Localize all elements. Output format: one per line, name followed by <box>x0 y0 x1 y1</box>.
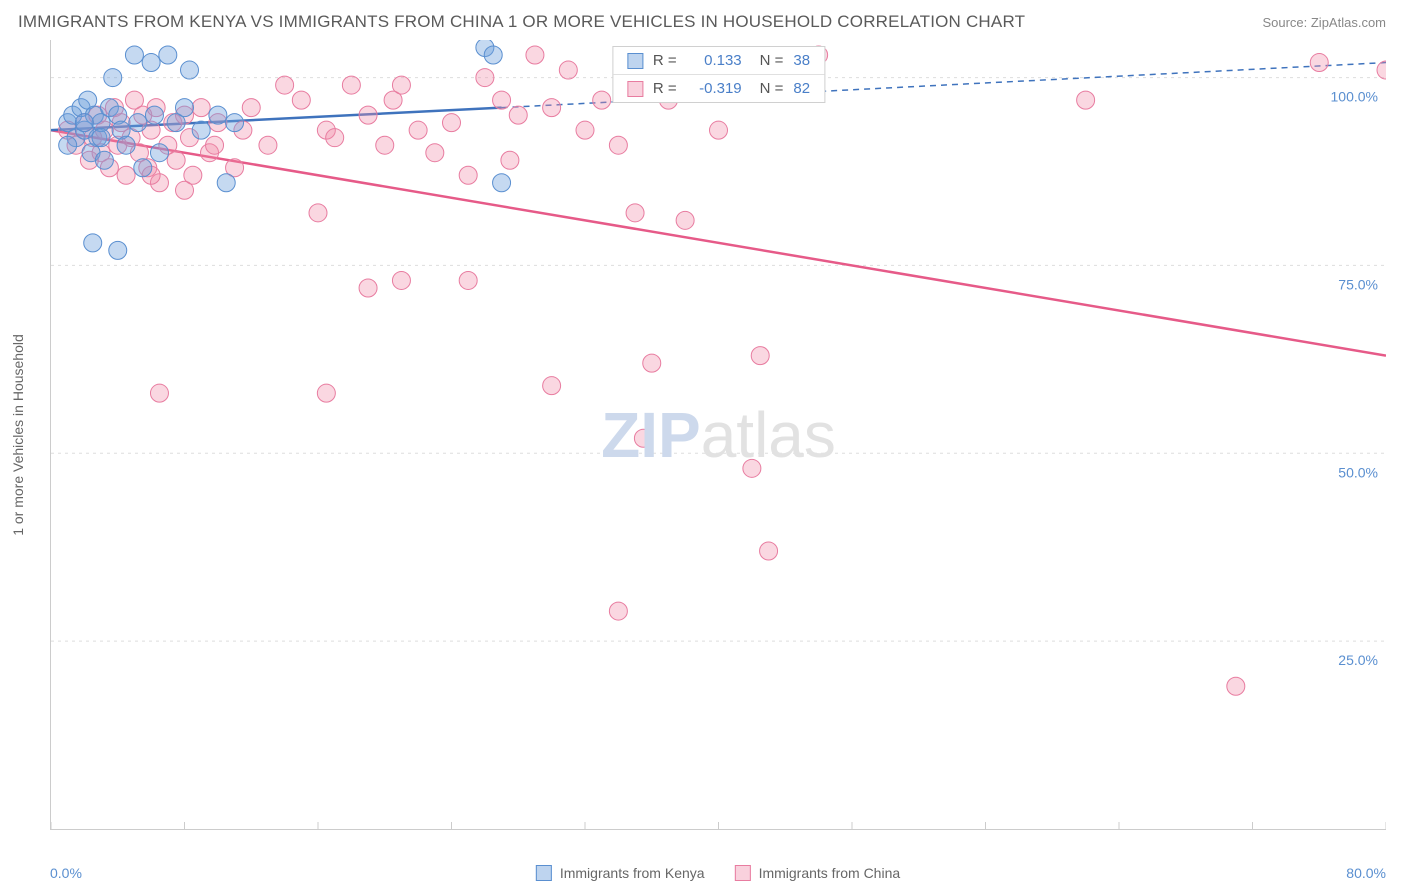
swatch-kenya-icon <box>536 865 552 881</box>
n-label: N = <box>760 80 784 97</box>
x-axis-min: 0.0% <box>50 865 82 881</box>
r-label: R = <box>653 52 677 69</box>
n-label: N = <box>760 52 784 69</box>
correlation-row-china: R = -0.319 N = 82 <box>613 75 824 102</box>
svg-text:50.0%: 50.0% <box>1338 464 1378 480</box>
series-legend: Immigrants from Kenya Immigrants from Ch… <box>536 865 900 881</box>
swatch-china-icon <box>627 81 643 97</box>
legend-item-china: Immigrants from China <box>735 865 901 881</box>
correlation-row-kenya: R = 0.133 N = 38 <box>613 47 824 75</box>
y-axis-label: 1 or more Vehicles in Household <box>10 334 26 536</box>
r-value-china: -0.319 <box>687 80 742 97</box>
svg-text:25.0%: 25.0% <box>1338 652 1378 668</box>
swatch-kenya-icon <box>627 53 643 69</box>
scatter-chart: 25.0% 50.0% 75.0% 100.0% <box>51 40 1386 829</box>
n-value-china: 82 <box>793 80 810 97</box>
n-value-kenya: 38 <box>793 52 810 69</box>
svg-text:75.0%: 75.0% <box>1338 276 1378 292</box>
legend-label-kenya: Immigrants from Kenya <box>560 865 705 881</box>
x-axis-max: 80.0% <box>1346 865 1386 881</box>
legend-label-china: Immigrants from China <box>759 865 901 881</box>
svg-text:100.0%: 100.0% <box>1331 89 1378 105</box>
chart-container: 1 or more Vehicles in Household 25.0%50.… <box>50 40 1386 830</box>
chart-title: IMMIGRANTS FROM KENYA VS IMMIGRANTS FROM… <box>18 12 1025 32</box>
legend-item-kenya: Immigrants from Kenya <box>536 865 705 881</box>
source-attribution: Source: ZipAtlas.com <box>1262 15 1386 30</box>
plot-area: 25.0%50.0%75.0%100.0% ZIPatlas R = 0.133… <box>50 40 1386 830</box>
chart-footer: 0.0% Immigrants from Kenya Immigrants fr… <box>50 858 1386 888</box>
chart-header: IMMIGRANTS FROM KENYA VS IMMIGRANTS FROM… <box>0 0 1406 40</box>
r-label: R = <box>653 80 677 97</box>
swatch-china-icon <box>735 865 751 881</box>
correlation-legend: R = 0.133 N = 38 R = -0.319 N = 82 <box>612 46 825 103</box>
r-value-kenya: 0.133 <box>687 52 742 69</box>
